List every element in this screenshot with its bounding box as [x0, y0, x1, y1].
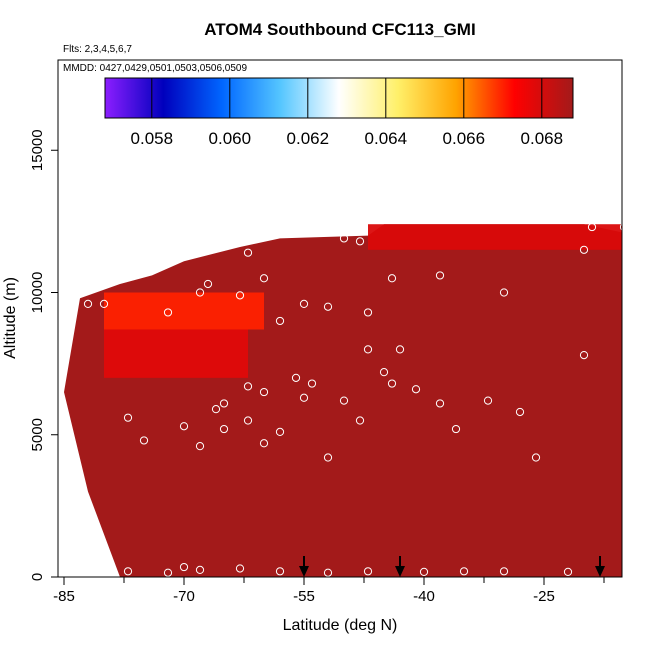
observation-point	[219, 424, 229, 434]
observation-point	[123, 413, 133, 422]
observation-point	[243, 248, 253, 257]
y-tick-label: 5000	[29, 418, 46, 451]
flight-arrows	[299, 556, 605, 577]
arrow-head	[595, 566, 605, 577]
x-tick-label: -40	[413, 588, 435, 605]
observation-point	[219, 399, 229, 408]
observation-point	[451, 424, 461, 434]
colorbar-gradient	[104, 77, 574, 119]
observation-point	[323, 453, 333, 462]
observation-point	[587, 222, 597, 232]
observation-point	[211, 405, 221, 414]
concentration-field	[64, 224, 622, 577]
y-tick-label: 15000	[29, 129, 46, 171]
observation-point	[363, 345, 373, 354]
observation-point	[243, 416, 253, 425]
observation-point	[483, 396, 493, 405]
observation-point	[179, 562, 189, 572]
observation-point	[579, 245, 589, 254]
observation-point	[179, 422, 189, 431]
observation-point	[275, 427, 285, 437]
observation-point	[355, 237, 365, 246]
y-axis: 0 5000 10000 15000	[29, 129, 58, 581]
observation-point	[163, 308, 173, 317]
observation-point	[379, 368, 389, 377]
observation-point	[563, 567, 573, 576]
observation-point	[235, 564, 245, 573]
observation-point	[203, 279, 213, 289]
observation-point	[275, 567, 285, 576]
observation-point	[419, 567, 429, 576]
observation-point	[499, 288, 509, 297]
observation-point	[531, 453, 541, 462]
chart-title: ATOM4 Southbound CFC113_GMI	[204, 20, 475, 39]
colorbar-tick-label: 0.068	[521, 129, 564, 148]
observation-point	[411, 385, 421, 394]
observation-point	[435, 271, 445, 280]
observation-point	[123, 567, 133, 576]
colorbar-ticks: 0.058 0.060 0.062 0.064 0.066 0.068	[131, 78, 564, 148]
observation-point	[243, 382, 253, 391]
x-tick-label: -25	[533, 588, 555, 605]
observation-point	[339, 396, 349, 405]
observation-point	[435, 399, 445, 408]
observation-points	[83, 222, 629, 577]
observation-point	[259, 439, 269, 448]
observation-point	[363, 567, 373, 576]
arrow-head	[395, 566, 405, 577]
observation-point	[515, 407, 525, 417]
field-feature-5	[368, 224, 622, 250]
observation-point	[387, 379, 397, 388]
colorbar: 0.058 0.060 0.062 0.064 0.066 0.068	[104, 77, 574, 148]
flights-annotation: Flts: 2,3,4,5,6,7	[63, 44, 132, 55]
observation-point	[99, 299, 109, 308]
observation-point	[195, 288, 205, 297]
observation-point	[195, 442, 205, 451]
observation-point	[499, 567, 509, 576]
observation-point	[139, 436, 149, 445]
observation-point	[235, 291, 245, 300]
observation-point	[579, 350, 589, 360]
observation-point	[259, 387, 269, 397]
observation-point	[323, 302, 333, 311]
y-tick-label: 0	[29, 573, 46, 581]
field-feature-1	[104, 329, 248, 378]
observation-point	[275, 316, 285, 326]
field-envelope	[64, 224, 622, 577]
observation-point	[299, 299, 309, 308]
observation-point	[355, 416, 365, 425]
observation-point	[291, 373, 301, 382]
observation-point	[83, 299, 93, 308]
observation-point	[395, 345, 405, 354]
x-axis: -85-70-55-40-25-1051530456075	[53, 577, 605, 605]
x-axis-label: Latitude (deg N)	[283, 617, 398, 634]
dates-annotation: MMDD: 0427,0429,0501,0503,0506,0509	[63, 63, 247, 74]
observation-point	[363, 308, 373, 317]
plot-frame	[57, 59, 623, 578]
observation-point	[339, 234, 349, 243]
observation-point	[459, 567, 469, 576]
x-tick-label: -55	[293, 588, 315, 605]
observation-point	[195, 565, 205, 574]
field-feature-0	[104, 292, 264, 330]
observation-point	[323, 568, 333, 577]
colorbar-tick-label: 0.058	[131, 129, 174, 148]
observation-point	[619, 222, 629, 232]
x-tick-label: -70	[173, 588, 195, 605]
observation-point	[163, 568, 173, 577]
colorbar-tick-label: 0.064	[365, 129, 408, 148]
observation-point	[387, 274, 397, 283]
observation-point	[259, 274, 269, 283]
observation-point	[299, 393, 309, 402]
y-tick-label: 10000	[29, 272, 46, 314]
observation-point	[307, 379, 317, 388]
colorbar-tick-label: 0.062	[287, 129, 330, 148]
colorbar-tick-label: 0.066	[443, 129, 486, 148]
arrow-head	[299, 566, 309, 577]
colorbar-tick-label: 0.060	[209, 129, 252, 148]
y-axis-label: Altitude (m)	[2, 277, 19, 359]
x-tick-label: -85	[53, 588, 75, 605]
